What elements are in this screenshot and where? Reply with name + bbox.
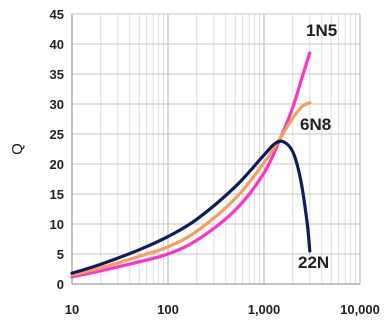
y-tick-label: 5 bbox=[57, 247, 64, 262]
y-tick-label: 35 bbox=[50, 67, 64, 82]
y-axis-label: Q bbox=[9, 143, 26, 155]
y-tick-label: 25 bbox=[50, 127, 64, 142]
y-tick-label: 40 bbox=[50, 37, 64, 52]
tick-labels: 0 5 10 15 20 25 30 35 40 45 10 100 1,000 10,000 bbox=[50, 7, 380, 317]
x-tick-label: 100 bbox=[157, 302, 179, 317]
y-tick-label: 0 bbox=[57, 277, 64, 292]
series-labels: 1N5 6N8 22N bbox=[298, 21, 337, 272]
series-line-1n5 bbox=[70, 51, 312, 279]
series-label-1n5: 1N5 bbox=[306, 21, 337, 40]
series-label-6n8: 6N8 bbox=[300, 115, 331, 134]
y-tick-label: 45 bbox=[50, 7, 64, 22]
series-line-6n8 bbox=[70, 101, 312, 277]
grid bbox=[71, 13, 360, 285]
y-tick-label: 10 bbox=[50, 217, 64, 232]
plot-area bbox=[72, 14, 360, 284]
x-tick-label: 1,000 bbox=[248, 302, 281, 317]
series-lines bbox=[70, 51, 312, 279]
axes: Q bbox=[9, 13, 361, 285]
y-tick-label: 20 bbox=[50, 157, 64, 172]
x-tick-label: 10 bbox=[65, 302, 79, 317]
series-label-22n: 22N bbox=[298, 253, 329, 272]
y-tick-label: 15 bbox=[50, 187, 64, 202]
x-tick-label: 10,000 bbox=[340, 302, 380, 317]
y-tick-label: 30 bbox=[50, 97, 64, 112]
series-line-22n bbox=[70, 139, 312, 275]
